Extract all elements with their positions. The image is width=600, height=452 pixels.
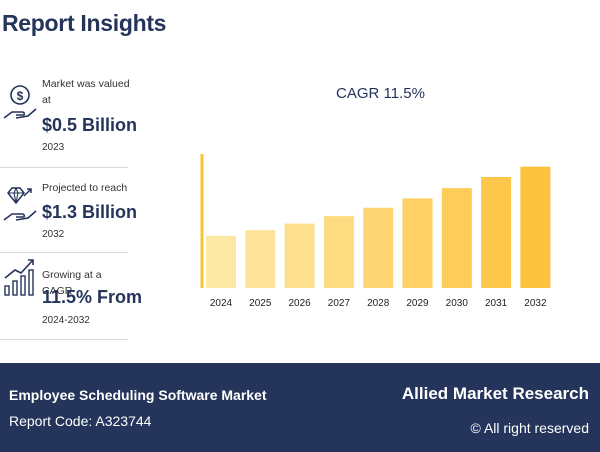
- stat-year: 2023: [42, 142, 65, 153]
- x-tick-label: 2031: [485, 298, 508, 309]
- growth-chart-icon: [2, 254, 38, 298]
- footer-report-code: Report Code: A323744: [9, 413, 152, 429]
- money-hand-icon: $: [2, 82, 38, 126]
- bar-2032: [520, 166, 551, 288]
- stat-value: 11.5% From: [42, 287, 143, 307]
- bar-chart: 2024 2025 2026 2027 2028 2029 2030 2031 2032: [200, 154, 551, 309]
- x-tick-label: 2027: [328, 298, 351, 309]
- footer: Employee Scheduling Software Market Repo…: [0, 363, 600, 452]
- stat-year: 2024-2032: [42, 315, 90, 326]
- stat-market-value: $ Market was valued at $0.5 Billion 2023: [0, 68, 137, 168]
- stat-label: Projected to reach: [42, 182, 128, 194]
- bar-2025: [245, 230, 276, 288]
- x-tick-label: 2028: [367, 298, 390, 309]
- divider: [0, 339, 128, 340]
- divider: [0, 167, 128, 168]
- footer-market-title: Employee Scheduling Software Market: [9, 387, 267, 403]
- stat-label: Market was valued at: [42, 78, 130, 106]
- bar-2028: [363, 207, 394, 288]
- footer-rights: © All right reserved: [470, 420, 589, 436]
- stat-year: 2032: [42, 229, 65, 240]
- bar-2029: [402, 198, 433, 288]
- diamond-hand-icon: [2, 182, 38, 226]
- stat-projected-value: Projected to reach $1.3 Billion 2032: [0, 168, 137, 268]
- page-title: Report Insights: [2, 10, 167, 36]
- x-tick-label: 2030: [446, 298, 469, 309]
- divider: [0, 252, 128, 253]
- bar-2024: [206, 235, 236, 288]
- stat-value: $1.3 Billion: [42, 202, 138, 222]
- x-tick-label: 2032: [524, 298, 547, 309]
- x-tick-label: 2026: [288, 298, 311, 309]
- x-tick-label: 2029: [406, 298, 429, 309]
- svg-text:$: $: [17, 89, 24, 103]
- stat-value: $0.5 Billion: [42, 115, 138, 135]
- x-tick-label: 2025: [249, 298, 272, 309]
- stat-label: Growing at a CAGR: [42, 269, 102, 297]
- footer-brand: Allied Market Research: [401, 384, 589, 403]
- chart-title: CAGR 11.5%: [336, 85, 425, 102]
- x-tick-label: 2024: [210, 298, 233, 309]
- bar-2027: [323, 216, 354, 288]
- bar-2031: [481, 176, 512, 288]
- stat-cagr: Growing at a CAGR 11.5% From 2024-2032: [0, 240, 142, 340]
- bar-2026: [284, 223, 315, 288]
- bar-2030: [441, 188, 472, 288]
- y-axis-line: [200, 154, 204, 288]
